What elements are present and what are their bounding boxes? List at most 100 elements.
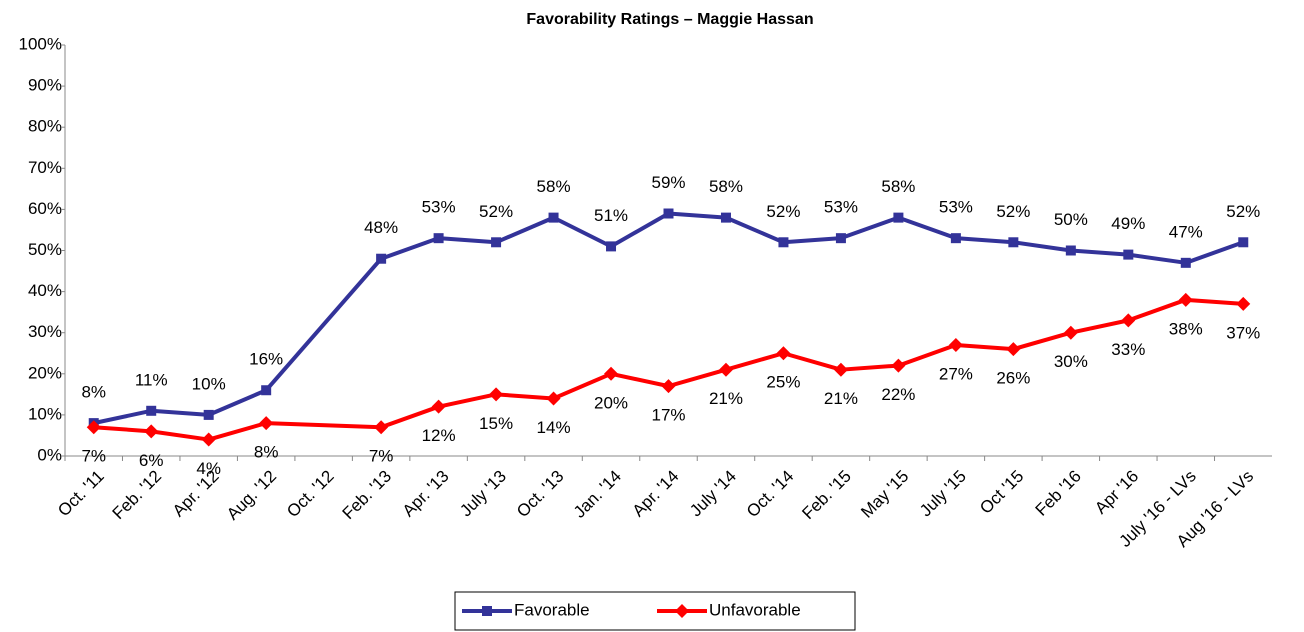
y-tick-label: 20% bbox=[28, 363, 62, 382]
line-segment bbox=[955, 343, 1014, 352]
line-segment bbox=[495, 392, 554, 401]
data-label: 4% bbox=[196, 459, 221, 478]
y-tick-label: 90% bbox=[28, 76, 62, 95]
data-label: 22% bbox=[881, 385, 915, 404]
data-label: 26% bbox=[996, 369, 1030, 388]
data-label: 52% bbox=[479, 202, 513, 221]
point-marker bbox=[433, 233, 444, 244]
data-label: 27% bbox=[939, 365, 973, 384]
data-label: 50% bbox=[1054, 210, 1088, 229]
y-tick-label: 10% bbox=[28, 404, 62, 423]
data-label: 37% bbox=[1226, 323, 1260, 342]
line-segment bbox=[955, 236, 1014, 245]
data-label: 49% bbox=[1111, 214, 1145, 233]
line-segment bbox=[840, 363, 899, 372]
data-label: 53% bbox=[824, 198, 858, 217]
point-marker bbox=[776, 346, 791, 361]
data-label: 51% bbox=[594, 206, 628, 225]
point-marker bbox=[1236, 296, 1251, 311]
point-marker bbox=[663, 208, 674, 219]
data-label: 15% bbox=[479, 414, 513, 433]
line-segment bbox=[552, 215, 612, 249]
line-segment bbox=[782, 351, 842, 372]
y-tick-label: 0% bbox=[37, 445, 62, 464]
data-label: 33% bbox=[1111, 340, 1145, 359]
line-segment bbox=[725, 215, 785, 245]
point-marker bbox=[1008, 237, 1019, 248]
data-label: 52% bbox=[766, 202, 800, 221]
data-label: 52% bbox=[1226, 202, 1260, 221]
line-segment bbox=[1127, 297, 1187, 323]
data-label: 58% bbox=[881, 177, 915, 196]
data-label: 58% bbox=[709, 177, 743, 196]
point-marker bbox=[950, 233, 961, 244]
data-label: 52% bbox=[996, 202, 1030, 221]
point-marker bbox=[778, 237, 789, 248]
point-marker bbox=[606, 241, 617, 252]
line-segment bbox=[1070, 248, 1129, 257]
line-segment bbox=[1070, 318, 1129, 335]
data-label: 59% bbox=[651, 173, 685, 192]
point-marker bbox=[1180, 257, 1191, 268]
point-marker bbox=[431, 399, 446, 414]
line-segment bbox=[151, 408, 209, 417]
x-tick-label: Feb. '13 bbox=[339, 467, 396, 524]
x-tick-label: Oct. '12 bbox=[283, 467, 337, 521]
x-tick-label: Oct. '11 bbox=[54, 467, 108, 521]
point-marker bbox=[1238, 237, 1249, 248]
y-tick-label: 100% bbox=[19, 34, 62, 53]
legend-box bbox=[454, 591, 856, 631]
x-tick-label: July '15 bbox=[916, 467, 970, 521]
point-marker bbox=[891, 358, 906, 373]
line-segment bbox=[610, 211, 670, 249]
point-marker bbox=[1006, 342, 1021, 357]
x-tick-label: Aug. '12 bbox=[223, 467, 280, 524]
y-tick-label: 80% bbox=[28, 117, 62, 136]
point-marker bbox=[203, 409, 214, 420]
point-marker bbox=[146, 405, 157, 416]
x-tick-label: Feb. '12 bbox=[109, 467, 166, 524]
x-tick-label: Feb '16 bbox=[1032, 467, 1085, 520]
point-marker bbox=[374, 420, 389, 435]
point-marker bbox=[489, 387, 504, 402]
line-segment bbox=[1013, 240, 1072, 253]
line-segment bbox=[150, 429, 209, 442]
data-label: 7% bbox=[369, 447, 394, 466]
data-label: 8% bbox=[81, 383, 106, 402]
line-segment bbox=[668, 211, 727, 220]
data-label: 8% bbox=[254, 443, 279, 462]
point-marker bbox=[376, 253, 387, 264]
line-segment bbox=[93, 408, 152, 426]
line-segment bbox=[495, 215, 555, 245]
x-tick-label: Apr. '14 bbox=[629, 467, 683, 521]
point-marker bbox=[1121, 313, 1136, 328]
data-label: 16% bbox=[249, 350, 283, 369]
x-tick-label: Oct '15 bbox=[976, 467, 1027, 518]
line-segment bbox=[208, 421, 267, 442]
point-marker bbox=[661, 379, 676, 394]
data-label: 53% bbox=[422, 198, 456, 217]
point-marker bbox=[1063, 325, 1078, 340]
data-label: 48% bbox=[364, 218, 398, 237]
point-marker bbox=[948, 338, 963, 353]
data-label: 17% bbox=[651, 406, 685, 425]
point-marker bbox=[144, 424, 159, 439]
point-marker bbox=[86, 420, 101, 435]
data-label: 14% bbox=[537, 418, 571, 437]
point-marker bbox=[1123, 249, 1134, 260]
line-segment bbox=[438, 236, 497, 245]
data-label: 53% bbox=[939, 198, 973, 217]
data-label: 58% bbox=[537, 177, 571, 196]
line-segment bbox=[93, 425, 152, 434]
line-segment bbox=[783, 236, 842, 245]
data-label: 30% bbox=[1054, 352, 1088, 371]
legend-label: Favorable bbox=[514, 600, 590, 619]
line-segment bbox=[552, 371, 612, 401]
data-label: 6% bbox=[139, 451, 164, 470]
line-segment bbox=[438, 392, 497, 409]
x-tick-label: Apr '16 bbox=[1091, 467, 1142, 518]
x-tick-label: Apr. '13 bbox=[399, 467, 453, 521]
x-tick-label: May '15 bbox=[857, 467, 912, 522]
data-label: 21% bbox=[709, 389, 743, 408]
